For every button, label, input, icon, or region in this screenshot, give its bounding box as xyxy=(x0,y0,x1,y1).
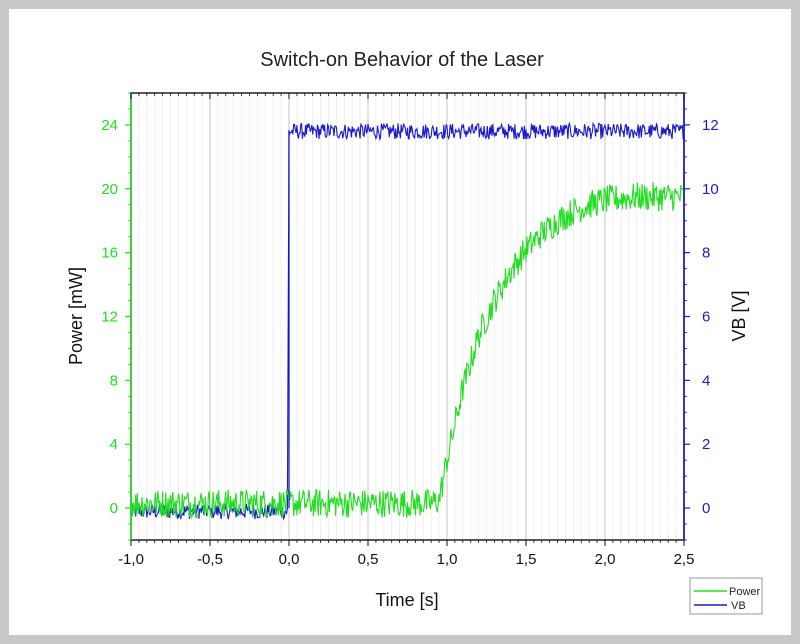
left-tick-label: 8 xyxy=(110,372,118,389)
right-tick-label: 6 xyxy=(702,309,710,326)
left-tick-label: 24 xyxy=(101,117,118,134)
power-series-line xyxy=(130,182,685,520)
right-tick-label: 8 xyxy=(702,245,710,262)
legend-vb-label: VB xyxy=(731,600,746,612)
left-tick-label: 20 xyxy=(101,181,118,198)
x-tick-label: 0,5 xyxy=(358,551,379,568)
x-tick-label: 1,0 xyxy=(437,551,458,568)
x-tick-label: -0,5 xyxy=(197,551,223,568)
left-axis: 0 4 8 12 16 20 24 xyxy=(101,92,132,541)
left-tick-label: 0 xyxy=(110,500,118,517)
left-tick-label: 12 xyxy=(101,309,118,326)
right-tick-label: 10 xyxy=(702,181,719,198)
x-tick-label: 1,5 xyxy=(516,551,537,568)
x-tick-label: 2,0 xyxy=(595,551,616,568)
bottom-axis: -1,0 -0,5 0,0 0,5 1,0 1,5 2,0 2,5 xyxy=(118,93,694,568)
x-tick-label: -1,0 xyxy=(118,551,144,568)
x-tick-label: 0,0 xyxy=(279,551,300,568)
right-tick-label: 4 xyxy=(702,372,710,389)
legend: Power VB xyxy=(689,577,763,615)
x-axis-label: Time [s] xyxy=(375,590,438,610)
x-tick-label: 2,5 xyxy=(674,551,695,568)
legend-power-label: Power xyxy=(729,586,761,598)
right-tick-label: 0 xyxy=(702,500,710,517)
left-tick-label: 4 xyxy=(110,436,118,453)
right-axis: 0 2 4 6 8 10 12 xyxy=(683,92,719,541)
legend-box xyxy=(689,577,763,615)
grid-lines xyxy=(138,93,677,540)
chart-title: Switch-on Behavior of the Laser xyxy=(260,49,544,71)
right-tick-label: 12 xyxy=(702,117,719,134)
series-layer xyxy=(130,121,685,521)
left-tick-label: 16 xyxy=(101,245,118,262)
right-tick-label: 2 xyxy=(702,436,710,453)
left-axis-label: Power [mW] xyxy=(66,267,86,365)
right-axis-label: VB [V] xyxy=(729,290,749,341)
